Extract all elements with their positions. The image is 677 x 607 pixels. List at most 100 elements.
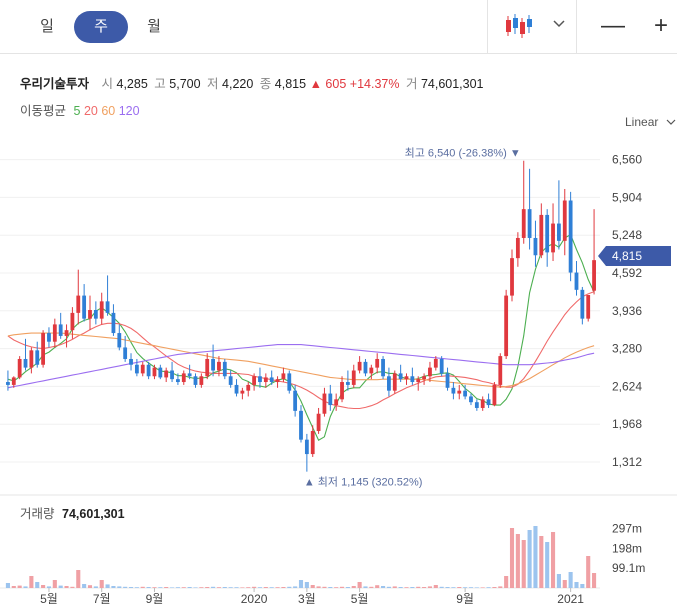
volume-bar (187, 587, 192, 588)
high-annotation: 최고 6,540 (-26.38%) ▼ (405, 147, 521, 160)
candle-body (146, 364, 151, 377)
candle-body (568, 200, 573, 273)
volume-bar (363, 586, 368, 588)
candle-body (398, 373, 403, 380)
candle-body (340, 382, 344, 400)
volume-bar (498, 586, 503, 588)
candle-body (428, 367, 432, 377)
volume-bar (140, 586, 145, 588)
candle-body (375, 358, 380, 368)
candle-body (52, 324, 57, 342)
candle-body (404, 376, 409, 380)
candle-body (539, 214, 544, 256)
volume-bar (287, 586, 292, 588)
open-value: 4,285 (116, 77, 148, 91)
candle-body (299, 410, 303, 440)
volume-bar (234, 587, 239, 588)
volume-bar (222, 587, 227, 588)
volume-bar (509, 528, 515, 588)
volume-bar (158, 587, 163, 588)
volume-bar (252, 586, 257, 588)
zoom-in-button[interactable]: + (653, 12, 668, 39)
candle-body (158, 367, 163, 378)
candle-body (416, 379, 421, 383)
candle-body (152, 367, 157, 377)
change-percent: +14.37% (349, 77, 400, 91)
tab-weekly[interactable]: 주 (74, 11, 128, 43)
candle-body (199, 376, 204, 385)
price-tick-label: 5,904 (612, 190, 642, 204)
volume-panel-label: 거래량 (20, 507, 55, 521)
candle-body (592, 260, 596, 291)
candle-body (164, 370, 169, 378)
volume-bar (228, 587, 233, 588)
price-tick-label: 6,560 (612, 153, 642, 167)
tab-daily[interactable]: 일 (40, 18, 54, 35)
volume-bar (328, 587, 333, 588)
x-axis-label: 7월 (93, 592, 111, 606)
candle-body (275, 379, 280, 383)
volume-bar (375, 585, 380, 588)
volume-bar (445, 587, 450, 588)
ma-5[interactable]: 5 (73, 104, 81, 118)
chart-type-selector[interactable] (487, 0, 577, 54)
candle-body (29, 350, 34, 368)
open-label: 시 (101, 77, 114, 91)
volume-bar (11, 586, 16, 588)
ma-label: 이동평균 (20, 104, 67, 118)
moving-average-legend: 이동평균 5 20 60 120 (20, 100, 140, 119)
candle-body (293, 390, 298, 411)
price-tick-label: 5,248 (612, 228, 642, 242)
price-tick-label: 1,968 (612, 417, 642, 431)
close-value: 4,815 (274, 77, 307, 91)
candle-body (486, 399, 491, 406)
ma-60[interactable]: 60 (101, 104, 116, 118)
top-toolbar: 일 주 월 — + (0, 0, 677, 54)
volume-bar (205, 587, 210, 588)
candle-body (88, 310, 92, 319)
volume-bar (52, 580, 57, 588)
candle-body (469, 396, 473, 403)
candle-body (562, 200, 567, 241)
volume-bar (275, 587, 280, 588)
candle-body (439, 358, 444, 374)
candle-body (510, 258, 514, 296)
candle-body (381, 358, 385, 377)
minimize-button[interactable]: — (601, 12, 625, 39)
candle-body (6, 382, 10, 385)
volume-bar (293, 586, 298, 588)
tab-monthly[interactable]: 월 (147, 18, 161, 35)
candle-body (211, 358, 215, 371)
candle-body (363, 361, 368, 374)
x-axis-label: 9월 (146, 592, 164, 606)
candle-body (422, 376, 426, 380)
candle-body (258, 376, 262, 383)
ma-120[interactable]: 120 (118, 104, 140, 118)
candle-body (316, 413, 321, 432)
volume-tick-label: 198m (612, 541, 642, 555)
candle-body (47, 333, 51, 342)
scale-type-selector[interactable]: Linear (625, 115, 676, 129)
ma-20[interactable]: 20 (83, 104, 98, 118)
volume-bar (410, 587, 415, 588)
volume-bar (562, 580, 567, 588)
candle-body (252, 376, 257, 385)
candle-body (11, 377, 16, 385)
candle-body (387, 376, 391, 391)
candle-body (263, 377, 268, 383)
volume-value: 74,601,301 (420, 77, 484, 91)
volume-tick-label: 99.1m (612, 561, 645, 575)
volume-bar (263, 587, 268, 588)
low-annotation: ▲ 최저 1,145 (320.52%) (304, 476, 423, 489)
candle-body (410, 376, 415, 383)
candle-body (369, 367, 374, 374)
candle-body (217, 361, 221, 371)
volume-bar (404, 587, 409, 588)
candle-body (123, 347, 128, 359)
volume-panel-value: 74,601,301 (62, 507, 125, 521)
chevron-down-icon (553, 20, 565, 28)
volume-bar (386, 586, 391, 588)
candle-body (574, 272, 579, 290)
volume-bar (433, 585, 438, 588)
